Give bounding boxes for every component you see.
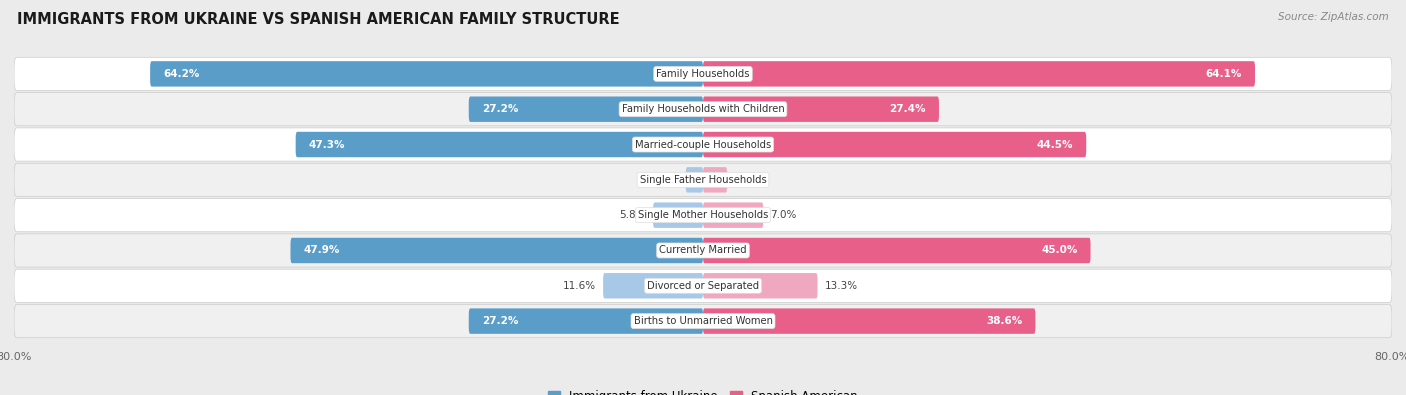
FancyBboxPatch shape (150, 61, 703, 87)
FancyBboxPatch shape (468, 308, 703, 334)
FancyBboxPatch shape (291, 238, 703, 263)
Text: Births to Unmarried Women: Births to Unmarried Women (634, 316, 772, 326)
FancyBboxPatch shape (703, 61, 1256, 87)
FancyBboxPatch shape (295, 132, 703, 157)
FancyBboxPatch shape (703, 132, 1087, 157)
Text: 45.0%: 45.0% (1042, 245, 1077, 256)
FancyBboxPatch shape (14, 199, 1392, 232)
Legend: Immigrants from Ukraine, Spanish American: Immigrants from Ukraine, Spanish America… (544, 385, 862, 395)
FancyBboxPatch shape (703, 238, 1091, 263)
FancyBboxPatch shape (703, 273, 817, 299)
Text: 64.1%: 64.1% (1206, 69, 1241, 79)
Text: Family Households with Children: Family Households with Children (621, 104, 785, 114)
FancyBboxPatch shape (14, 163, 1392, 196)
FancyBboxPatch shape (703, 96, 939, 122)
FancyBboxPatch shape (14, 128, 1392, 161)
Text: Source: ZipAtlas.com: Source: ZipAtlas.com (1278, 12, 1389, 22)
Text: Currently Married: Currently Married (659, 245, 747, 256)
Text: Single Father Households: Single Father Households (640, 175, 766, 185)
FancyBboxPatch shape (14, 92, 1392, 126)
Text: 11.6%: 11.6% (562, 281, 596, 291)
FancyBboxPatch shape (703, 167, 727, 192)
Text: Family Households: Family Households (657, 69, 749, 79)
Text: 7.0%: 7.0% (770, 210, 797, 220)
FancyBboxPatch shape (703, 308, 1035, 334)
FancyBboxPatch shape (14, 57, 1392, 90)
Text: 2.8%: 2.8% (734, 175, 761, 185)
Text: 27.2%: 27.2% (482, 104, 517, 114)
Text: 5.8%: 5.8% (620, 210, 647, 220)
FancyBboxPatch shape (14, 269, 1392, 303)
Text: 27.4%: 27.4% (890, 104, 927, 114)
Text: 47.3%: 47.3% (308, 139, 344, 150)
Text: 44.5%: 44.5% (1036, 139, 1073, 150)
FancyBboxPatch shape (14, 234, 1392, 267)
FancyBboxPatch shape (686, 167, 703, 192)
Text: Married-couple Households: Married-couple Households (636, 139, 770, 150)
FancyBboxPatch shape (14, 305, 1392, 338)
Text: IMMIGRANTS FROM UKRAINE VS SPANISH AMERICAN FAMILY STRUCTURE: IMMIGRANTS FROM UKRAINE VS SPANISH AMERI… (17, 12, 620, 27)
Text: 2.0%: 2.0% (652, 175, 679, 185)
Text: 13.3%: 13.3% (824, 281, 858, 291)
Text: 38.6%: 38.6% (986, 316, 1022, 326)
FancyBboxPatch shape (468, 96, 703, 122)
FancyBboxPatch shape (703, 203, 763, 228)
Text: 64.2%: 64.2% (163, 69, 200, 79)
FancyBboxPatch shape (603, 273, 703, 299)
Text: Divorced or Separated: Divorced or Separated (647, 281, 759, 291)
Text: 47.9%: 47.9% (304, 245, 340, 256)
FancyBboxPatch shape (652, 203, 703, 228)
Text: 27.2%: 27.2% (482, 316, 517, 326)
Text: Single Mother Households: Single Mother Households (638, 210, 768, 220)
